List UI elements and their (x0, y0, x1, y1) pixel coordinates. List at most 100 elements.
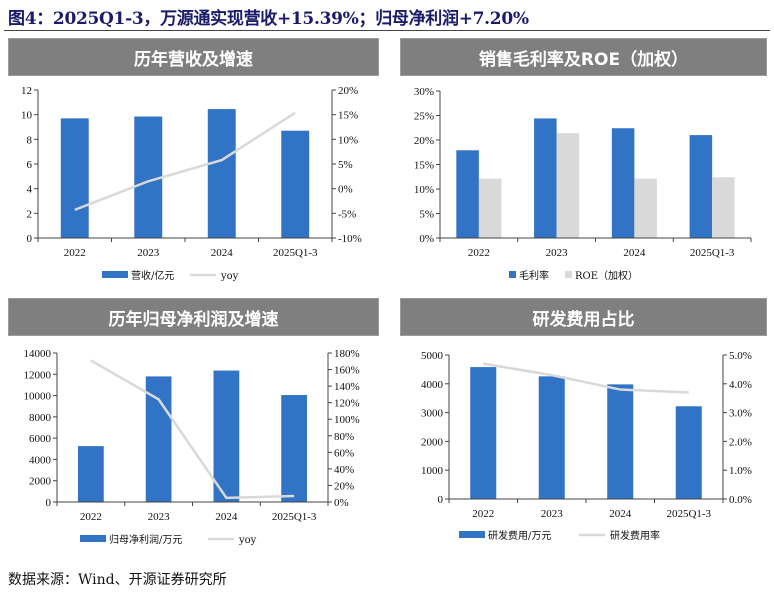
legend-swatch (459, 531, 485, 538)
left-tick-label: 12 (21, 85, 32, 97)
left-tick-label: 2000 (421, 436, 444, 448)
left-tick-label: 12000 (24, 369, 52, 381)
bar-归母净利润/万元 (213, 370, 240, 502)
bar-ROE（加权） (634, 178, 657, 238)
line-yoy (74, 111, 296, 212)
x-tick-label: 2023 (541, 508, 564, 520)
panel-header-revenue: 历年营收及增速 (8, 38, 379, 76)
left-tick-label: 4 (27, 184, 33, 196)
x-tick-label: 2022 (80, 511, 102, 523)
figure-title: 图4：2025Q1-3，万源通实现营收+15.39%；归母净利润+7.20% (8, 9, 529, 29)
right-tick-label: 0.0% (729, 494, 752, 506)
bar-归母净利润/万元 (78, 446, 104, 502)
left-tick-label: 3000 (421, 408, 444, 420)
bar-营收/亿元 (207, 109, 236, 238)
legend-label: yoy (220, 271, 239, 282)
left-tick-label: 5000 (421, 350, 444, 362)
legend-label: 研发费用/万元 (488, 529, 551, 542)
right-tick-label: 100% (334, 414, 360, 426)
right-tick-label: 40% (334, 464, 354, 476)
right-tick-label: -5% (338, 208, 356, 220)
legend-swatch (565, 271, 572, 278)
left-tick-label: 10 (21, 110, 33, 122)
left-tick-label: 0 (27, 233, 33, 245)
x-tick-label: 2024 (623, 247, 646, 259)
legend-swatch (102, 271, 128, 278)
x-tick-label: 2022 (64, 247, 86, 259)
x-tick-label: 2024 (211, 247, 234, 259)
right-tick-label: 0% (338, 184, 353, 196)
right-tick-label: 20% (338, 85, 358, 97)
x-tick-label: 2025Q1-3 (690, 247, 735, 259)
legend-label: 研发费用率 (610, 529, 660, 542)
right-tick-label: 4.0% (729, 379, 752, 391)
title-divider (4, 30, 770, 31)
x-tick-label: 2023 (546, 247, 569, 259)
bar-毛利率 (534, 118, 557, 238)
x-tick-label: 2022 (468, 247, 490, 259)
source-note: 数据来源：Wind、开源证券研究所 (8, 572, 227, 588)
left-tick-label: 0 (438, 494, 444, 506)
left-tick-label: 30% (414, 86, 434, 98)
right-tick-label: 1.0% (729, 465, 752, 477)
left-tick-label: 10% (414, 184, 434, 196)
right-tick-label: 140% (334, 381, 360, 393)
bar-毛利率 (689, 135, 713, 238)
legend-label: yoy (238, 535, 257, 546)
x-tick-label: 2025Q1-3 (273, 247, 318, 259)
panel-header-net-profit: 历年归母净利润及增速 (8, 298, 379, 336)
x-tick-label: 2022 (472, 508, 494, 520)
panel-header-rd: 研发费用占比 (400, 298, 767, 336)
panel-header-margin-roe: 销售毛利率及ROE（加权） (400, 38, 767, 76)
left-tick-label: 4000 (29, 454, 52, 466)
right-tick-label: 5% (338, 159, 353, 171)
x-tick-label: 2023 (148, 511, 171, 523)
left-tick-label: 8000 (29, 412, 52, 424)
x-tick-label: 2023 (137, 247, 160, 259)
left-tick-label: 8 (27, 134, 33, 146)
x-tick-label: 2024 (609, 508, 632, 520)
right-tick-label: 0% (334, 497, 349, 509)
x-tick-label: 2025Q1-3 (272, 511, 317, 523)
right-tick-label: 160% (334, 365, 360, 377)
right-tick-label: -10% (338, 233, 362, 245)
right-tick-label: 15% (338, 110, 358, 122)
legend-label: ROE（加权） (575, 269, 638, 282)
right-tick-label: 60% (334, 447, 354, 459)
line-yoy (90, 359, 295, 500)
right-tick-label: 80% (334, 431, 354, 443)
left-tick-label: 0% (419, 233, 434, 245)
legend-swatch (80, 535, 106, 542)
left-tick-label: 1000 (421, 465, 444, 477)
right-tick-label: 3.0% (729, 408, 752, 420)
legend-label: 归母净利润/万元 (109, 533, 182, 546)
bar-研发费用/万元 (607, 384, 634, 499)
left-tick-label: 0 (46, 497, 52, 509)
left-tick-label: 25% (414, 111, 434, 123)
legend-label: 毛利率 (519, 269, 549, 282)
right-tick-label: 20% (334, 480, 354, 492)
x-tick-label: 2024 (215, 511, 238, 523)
x-tick-label: 2025Q1-3 (666, 508, 711, 520)
right-tick-label: 10% (338, 134, 358, 146)
bar-研发费用/万元 (675, 406, 702, 499)
bar-ROE（加权） (712, 177, 735, 238)
left-tick-label: 14000 (24, 348, 52, 360)
bar-ROE（加权） (478, 178, 502, 238)
right-tick-label: 180% (334, 348, 360, 360)
right-tick-label: 2.0% (729, 436, 752, 448)
right-tick-label: 120% (334, 398, 360, 410)
legend-swatch (509, 271, 516, 278)
bar-ROE（加权） (556, 133, 580, 238)
left-tick-label: 2000 (29, 476, 52, 488)
bar-营收/亿元 (134, 116, 163, 238)
bar-毛利率 (456, 150, 479, 238)
bar-研发费用/万元 (470, 367, 497, 499)
left-tick-label: 2 (27, 208, 33, 220)
left-tick-label: 6 (27, 159, 33, 171)
bar-营收/亿元 (281, 130, 310, 238)
left-tick-label: 10000 (24, 391, 52, 403)
line-研发费用率 (483, 362, 689, 394)
